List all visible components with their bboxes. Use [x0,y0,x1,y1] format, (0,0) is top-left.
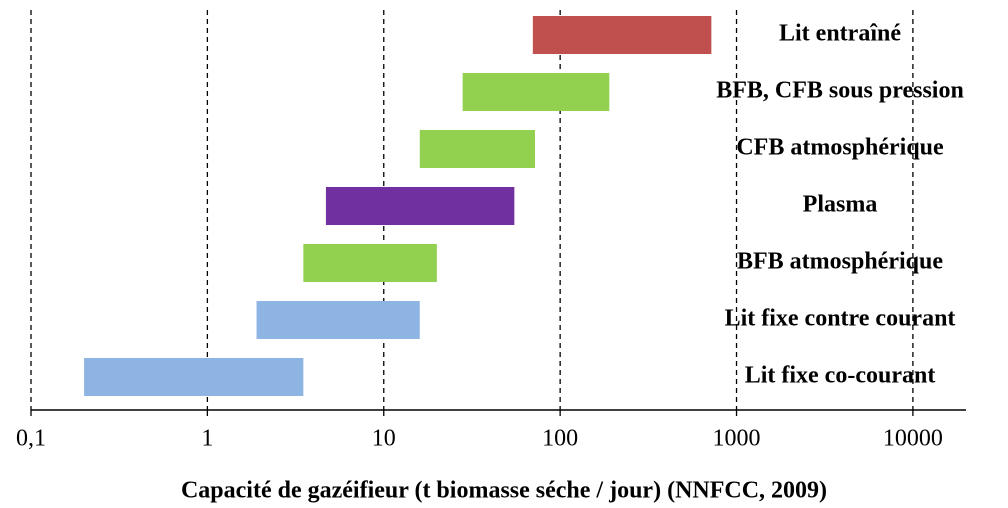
range-bar [303,244,437,282]
x-tick-label: 10 [372,426,396,452]
range-bar [462,73,610,111]
category-label: Lit fixe co-courant [745,363,936,389]
category-label: BFB, CFB sous pression [716,78,964,104]
x-tick-label: 1000 [713,426,761,452]
category-label: Plasma [803,192,878,218]
range-bar [532,16,712,54]
category-label: BFB atmosphérique [737,249,943,275]
category-label: CFB atmosphérique [736,135,944,161]
category-label: Lit fixe contre courant [725,306,956,332]
x-axis-label: Capacité de gazéifieur (t biomasse séche… [181,478,827,504]
range-bar [84,358,304,396]
x-tick-label: 10000 [883,426,943,452]
x-tick-label: 0,1 [16,426,46,452]
category-label: Lit entraîné [779,21,901,47]
x-tick-label: 1 [201,426,213,452]
x-tick-label: 100 [542,426,578,452]
range-bar [325,187,515,225]
range-bar [256,301,420,339]
range-bar [419,130,535,168]
